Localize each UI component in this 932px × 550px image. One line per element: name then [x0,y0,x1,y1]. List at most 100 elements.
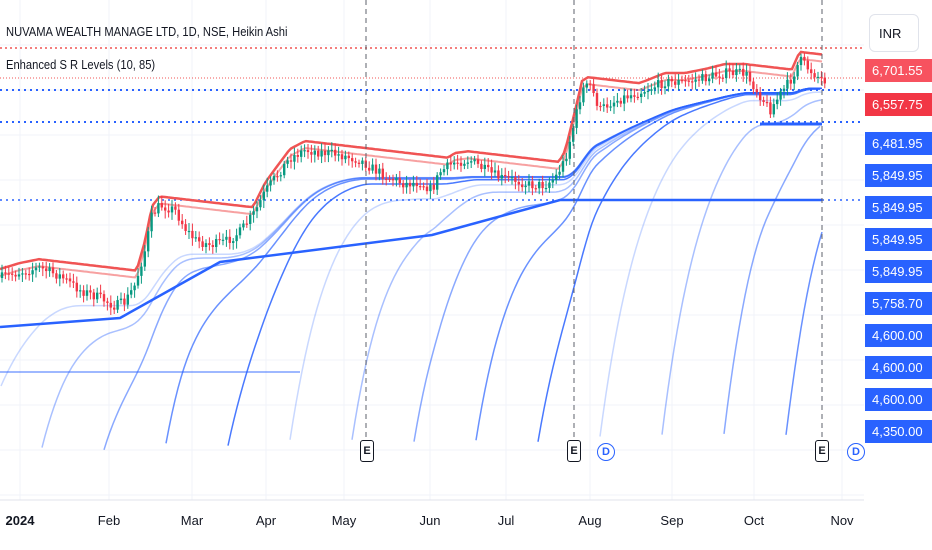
candle [453,162,456,165]
currency-button[interactable]: INR [869,14,919,52]
candle [422,186,425,188]
candle [412,182,415,187]
candle [487,164,490,168]
candle [255,207,259,212]
candle [303,150,306,152]
candle [799,56,803,66]
candle [31,270,34,275]
price-axis-label: 4,600.00 [865,388,932,411]
price-axis-label: 5,849.95 [865,164,932,187]
candle [259,200,262,208]
candle [524,185,527,188]
candle [490,167,493,173]
candle [164,207,167,211]
candle [99,292,102,295]
candle [293,155,296,162]
support-line [785,231,823,435]
candle [531,181,534,189]
dividend-marker[interactable]: D [847,443,865,461]
candle [466,162,469,164]
candle [34,267,38,271]
candle [92,292,95,300]
candle [51,267,55,274]
earnings-marker[interactable]: E [360,440,374,462]
candle [684,80,687,82]
candle [612,102,616,107]
candle [803,56,806,61]
candle [561,161,565,172]
candle [361,160,364,164]
candle [123,298,126,305]
candle [544,187,548,190]
candle [731,70,735,76]
candle [143,251,146,267]
candle [500,174,503,179]
candle [534,188,537,190]
candle [449,162,452,165]
candle [755,89,758,93]
candle [606,104,609,108]
candle [602,104,605,106]
candle [85,290,89,296]
candle [697,79,701,81]
support-line [537,88,820,442]
price-axis-label: 5,849.95 [865,196,932,219]
candle [119,298,123,301]
candle [640,93,643,98]
time-axis-label: Oct [743,513,765,528]
candle [368,167,371,171]
candle [721,77,724,79]
candle [0,272,4,278]
candle [24,273,27,275]
candle [204,243,208,247]
candle [279,175,282,177]
price-axis-label: 6,557.75 [865,93,932,116]
indicator-title[interactable]: Enhanced S R Levels (10, 85) [6,57,156,72]
candle [4,272,7,274]
candle [725,68,728,79]
candle [776,99,779,105]
support-line [723,125,821,434]
candle [157,203,160,214]
candle [687,80,690,82]
candle [252,211,255,215]
candle [667,78,670,87]
candle [663,86,667,89]
candle [187,230,191,233]
candle [691,81,694,83]
candle [262,191,265,201]
candle [718,76,721,78]
candle [21,273,24,275]
candle [167,210,170,213]
earnings-marker[interactable]: E [815,440,829,462]
candle [572,127,575,142]
candle [340,154,344,160]
candle [62,274,65,279]
candle [558,171,561,175]
price-axis-label: 6,481.95 [865,132,932,155]
candle [269,180,272,186]
candle [45,268,48,272]
support-line [661,99,822,435]
candle [504,174,507,177]
candle [425,186,429,192]
candle [17,274,21,277]
candle [599,105,602,108]
price-axis-label: 5,849.95 [865,228,932,251]
time-axis-label: Nov [830,513,854,528]
candle [762,100,765,103]
time-axis-label: Feb [97,513,121,528]
time-axis-label: Mar [180,513,204,528]
candle [823,77,826,84]
candle [636,96,639,99]
earnings-marker[interactable]: E [567,440,581,462]
candle [215,239,218,248]
candle [41,266,44,269]
candle [388,178,391,180]
candle [191,230,194,239]
candle [745,71,748,76]
dividend-marker[interactable]: D [597,443,615,461]
candle [473,159,476,162]
candle [385,178,388,180]
